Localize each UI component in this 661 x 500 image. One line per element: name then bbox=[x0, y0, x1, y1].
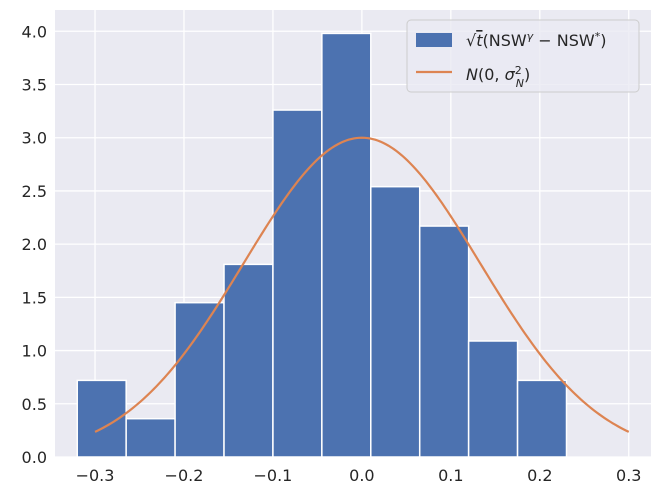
legend-swatch-histogram bbox=[416, 33, 452, 47]
y-tick-label: 2.5 bbox=[22, 182, 47, 201]
histogram-bar bbox=[174, 301, 225, 458]
histogram-bar bbox=[418, 225, 470, 458]
y-tick-label: 0.5 bbox=[22, 395, 47, 414]
y-tick-label: 1.0 bbox=[22, 342, 47, 361]
legend-label-histogram: √t(NSWγ − NSW*) bbox=[466, 30, 606, 51]
y-tick-label: 4.0 bbox=[22, 22, 47, 41]
histogram-bar bbox=[370, 185, 421, 458]
x-tick-label: 0.3 bbox=[616, 466, 641, 485]
histogram-bar bbox=[272, 109, 323, 458]
histogram-bar bbox=[467, 340, 519, 458]
x-tick-label: −0.2 bbox=[165, 466, 204, 485]
legend-label-curve: N(0, σ2 N) bbox=[466, 64, 530, 90]
x-tick-label: 0.1 bbox=[438, 466, 463, 485]
histogram-bar bbox=[516, 379, 568, 458]
x-tick-label: −0.1 bbox=[254, 466, 293, 485]
legend: √t(NSWγ − NSW*) N(0, σ2 N) bbox=[406, 19, 640, 93]
x-axis-ticks: −0.3 −0.2 −0.1 0.0 0.1 0.2 0.3 bbox=[76, 466, 642, 485]
x-tick-label: 0.0 bbox=[349, 466, 374, 485]
y-axis-ticks: 0.0 0.5 1.0 1.5 2.0 2.5 3.0 3.5 4.0 bbox=[22, 22, 47, 467]
histogram-bars bbox=[76, 32, 568, 458]
x-tick-label: 0.2 bbox=[527, 466, 552, 485]
histogram-bar bbox=[321, 32, 372, 458]
normal-density-curve bbox=[94, 136, 630, 433]
histogram-bar bbox=[223, 263, 274, 458]
y-tick-label: 3.0 bbox=[22, 129, 47, 148]
y-tick-label: 1.5 bbox=[22, 288, 47, 307]
histogram-bar bbox=[125, 417, 176, 458]
y-tick-label: 2.0 bbox=[22, 235, 47, 254]
y-tick-label: 0.0 bbox=[22, 448, 47, 467]
x-tick-label: −0.3 bbox=[76, 466, 115, 485]
y-tick-label: 3.5 bbox=[22, 76, 47, 95]
legend-box bbox=[406, 19, 640, 93]
